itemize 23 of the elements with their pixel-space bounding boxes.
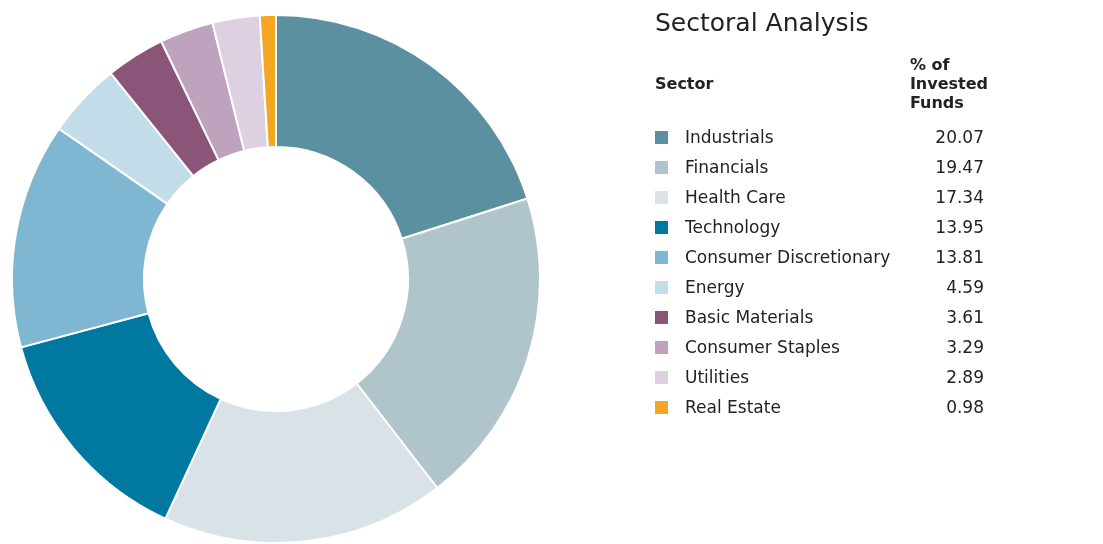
data-label: 13.81 (934, 246, 985, 269)
legend-label: Health Care (684, 186, 787, 209)
text: % of Invested Funds (909, 55, 988, 114)
legend-label: Consumer Discretionary (684, 246, 892, 269)
data-label: 20.07 (934, 126, 985, 149)
legend-label: Basic Materials (684, 306, 815, 329)
data-label: 13.95 (934, 216, 985, 239)
chart-title: Sectoral Analysis (655, 8, 870, 37)
legend-label: Industrials (684, 126, 775, 149)
legend-label: Utilities (684, 366, 750, 389)
data-label: 4.59 (945, 276, 985, 299)
legend-label: Consumer Staples (684, 336, 841, 359)
legend-label: Financials (684, 156, 770, 179)
data-label: 0.98 (945, 396, 985, 419)
data-label: 2.89 (945, 366, 985, 389)
data-label: 3.61 (945, 306, 985, 329)
legend-label: Energy (684, 276, 746, 299)
data-label: 17.34 (934, 186, 985, 209)
legend-title: Sector (655, 73, 715, 95)
data-label: 19.47 (934, 156, 985, 179)
legend-label: Real Estate (684, 396, 782, 419)
legend-label: Technology (684, 216, 782, 239)
data-label: 3.29 (945, 336, 985, 359)
